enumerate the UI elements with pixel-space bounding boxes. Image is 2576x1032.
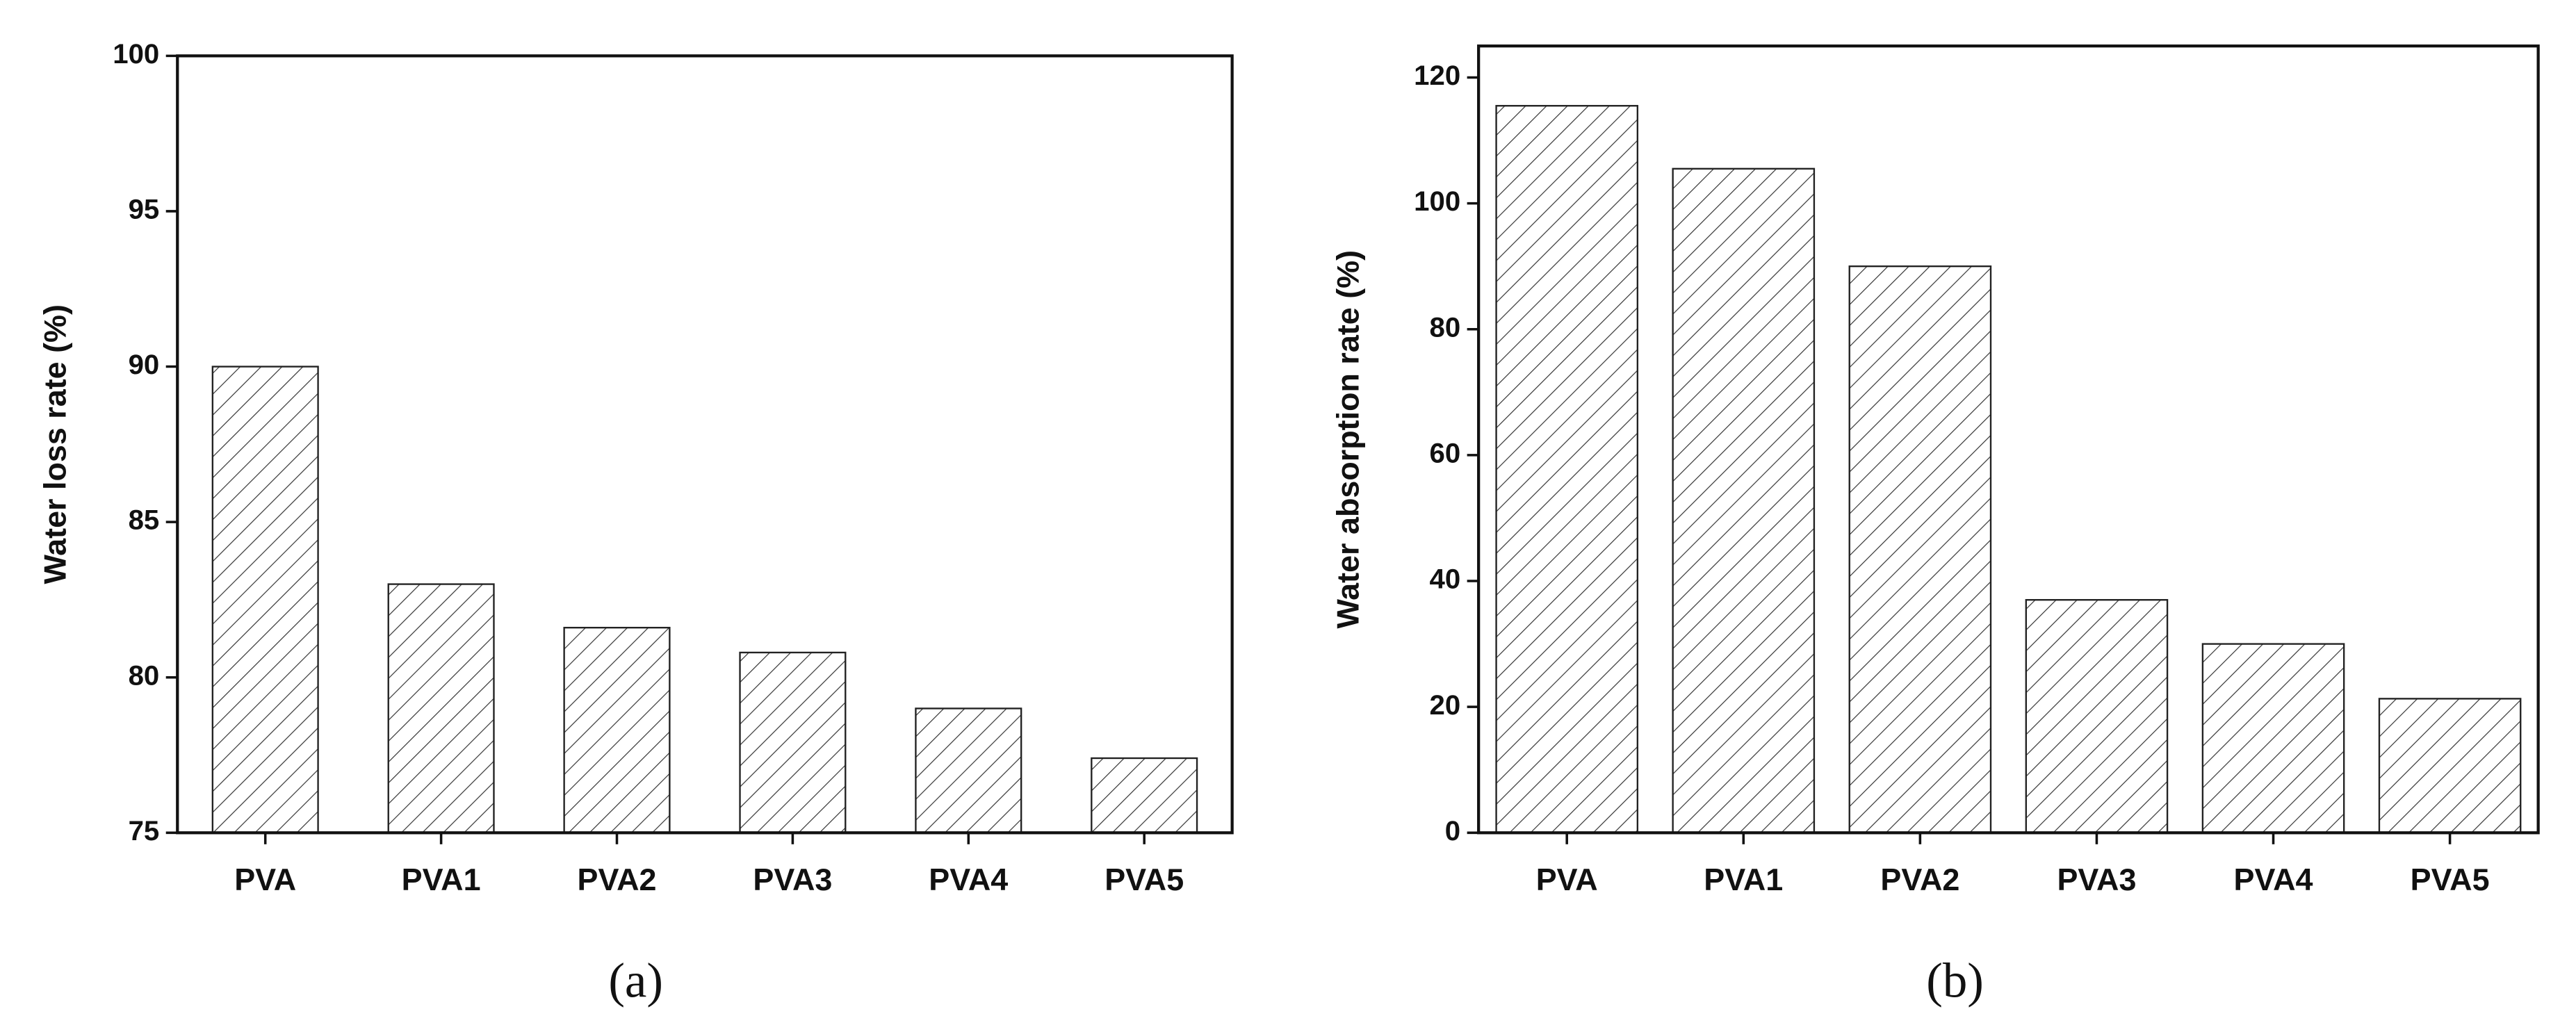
bar: [1495, 105, 1639, 834]
x-tick-label: PVA5: [2411, 862, 2490, 897]
bar: [1848, 265, 1992, 834]
bar: [387, 583, 495, 834]
caption: (b): [1926, 953, 1984, 1008]
caption: (a): [608, 953, 663, 1008]
x-tick-label: PVA4: [2234, 862, 2313, 897]
bar: [563, 626, 671, 834]
bar: [211, 366, 319, 834]
y-axis-label: Water absorption rate (%): [1330, 250, 1366, 629]
bar: [1672, 167, 1816, 834]
bar: [2201, 643, 2345, 834]
bar: [2025, 599, 2169, 834]
x-tick-label: PVA2: [1880, 862, 1959, 897]
y-tick-label: 100: [113, 38, 159, 69]
y-tick-label: 80: [129, 660, 160, 691]
x-tick-label: PVA3: [753, 862, 832, 897]
bar: [1091, 757, 1198, 834]
y-tick-label: 120: [1414, 60, 1460, 91]
y-tick-label: 95: [129, 194, 160, 225]
y-tick-label: 85: [129, 505, 160, 536]
plot-frame: [1477, 44, 2540, 835]
x-tick-label: PVA5: [1104, 862, 1184, 897]
y-tick-label: 80: [1429, 311, 1460, 343]
y-axis-label: Water loss rate (%): [38, 304, 73, 584]
y-tick-label: 60: [1429, 437, 1460, 468]
y-tick-label: 90: [129, 349, 160, 380]
y-tick-label: 100: [1414, 186, 1460, 217]
y-tick-label: 40: [1429, 564, 1460, 595]
y-tick-label: 20: [1429, 689, 1460, 721]
x-tick-label: PVA3: [2057, 862, 2136, 897]
bar: [915, 707, 1022, 834]
y-tick-label: 75: [129, 815, 160, 846]
plot-frame: [176, 54, 1234, 835]
x-tick-label: PVA: [1536, 862, 1598, 897]
y-tick-label: 0: [1445, 815, 1460, 846]
x-tick-label: PVA2: [578, 862, 657, 897]
x-tick-label: PVA4: [929, 862, 1008, 897]
x-tick-label: PVA1: [402, 862, 481, 897]
x-tick-label: PVA1: [1704, 862, 1783, 897]
bar: [2378, 698, 2522, 834]
x-tick-label: PVA: [234, 862, 296, 897]
bar: [739, 651, 847, 834]
